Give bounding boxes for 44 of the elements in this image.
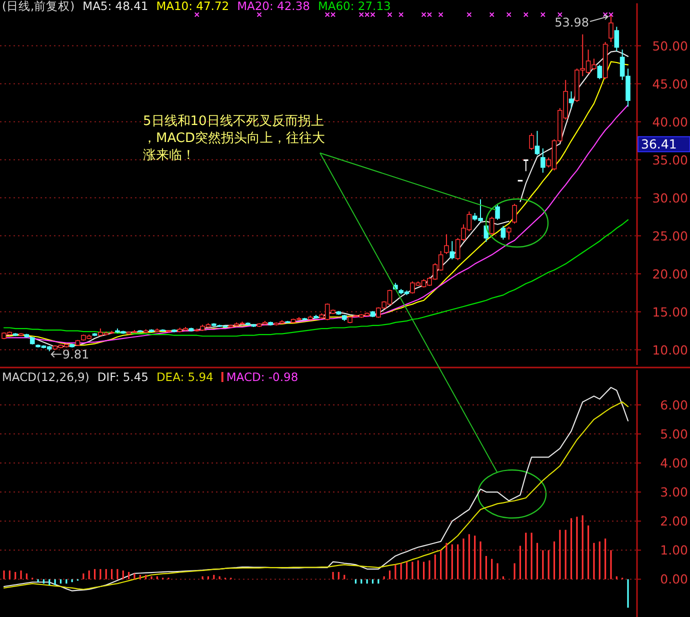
annotation: 5日线和10日线不死叉反而拐上，MACD突然拐头向上，往往大涨来临！	[143, 114, 325, 164]
y-tick-label: 1.00	[660, 542, 688, 558]
y-tick-label: 4.00	[660, 455, 688, 470]
y-tick-label: 0.00	[660, 572, 688, 587]
y-tick-label: 5.00	[660, 426, 688, 442]
text: DIF: 5.45	[97, 370, 148, 384]
candlestick	[597, 64, 602, 80]
y-tick-label: 40.00	[652, 114, 688, 130]
y-tick-label: 15.00	[652, 304, 688, 320]
candlestick	[444, 234, 449, 255]
chart-title: MACD(12,26,9)	[2, 370, 90, 384]
text: MA10: 47.72	[156, 0, 230, 13]
y-tick-label: 25.00	[652, 228, 688, 244]
candlestick	[523, 159, 528, 172]
annotation: 9.81	[62, 348, 90, 362]
y-tick-label: 10.00	[652, 342, 688, 358]
y-tick-label: 3.00	[660, 484, 688, 500]
y-tick-label: 30.00	[652, 190, 688, 206]
candlestick	[450, 240, 455, 260]
candlestick	[500, 225, 506, 240]
candlestick	[489, 216, 494, 236]
text: 36.41	[641, 136, 677, 152]
legend-label: MACD: -0.98	[226, 370, 298, 384]
text: MA60: 27.13	[318, 0, 391, 13]
candlestick	[568, 90, 574, 109]
y-tick-label: 50.00	[652, 38, 688, 54]
candlestick	[529, 132, 534, 150]
text: MA20: 42.38	[237, 0, 310, 13]
y-tick-label: 6.00	[660, 397, 688, 412]
y-tick-label: 45.00	[652, 76, 688, 92]
candlestick	[506, 226, 512, 240]
y-tick-label: 35.00	[652, 152, 688, 168]
y-tick-label: 20.00	[652, 266, 688, 282]
text: MA5: 48.41	[82, 0, 148, 13]
text: DEA: 5.94	[156, 370, 214, 384]
y-tick-label: 2.00	[660, 514, 688, 529]
annotation: 53.98	[554, 16, 589, 30]
chart-title: (日线,前复权)	[2, 0, 75, 13]
line-series	[3, 219, 629, 337]
candlestick	[540, 148, 546, 174]
candlestick	[495, 203, 500, 220]
candlestick	[614, 26, 620, 52]
candlestick	[534, 130, 540, 156]
candlestick	[512, 203, 517, 224]
